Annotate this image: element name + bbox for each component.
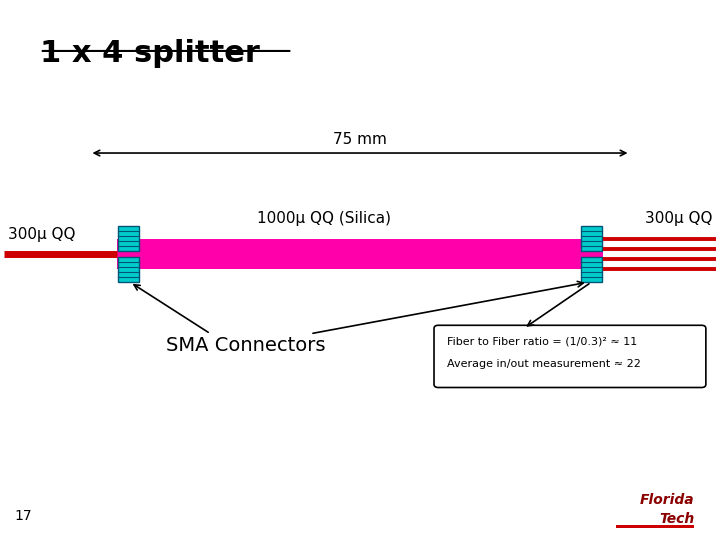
Bar (580, 256, 602, 282)
Text: Tech: Tech (660, 512, 695, 526)
Text: 300μ QQ: 300μ QQ (645, 211, 712, 226)
Bar (117, 239, 603, 269)
Bar (118, 226, 140, 252)
Text: 1000μ QQ (Silica): 1000μ QQ (Silica) (258, 211, 392, 226)
Text: 1 x 4 splitter: 1 x 4 splitter (40, 39, 260, 68)
Text: Average in/out measurement ≈ 22: Average in/out measurement ≈ 22 (447, 359, 641, 369)
Text: Fiber to Fiber ratio = (1/0.3)² ≈ 11: Fiber to Fiber ratio = (1/0.3)² ≈ 11 (447, 336, 637, 347)
Text: 17: 17 (15, 509, 32, 523)
Text: 300μ QQ: 300μ QQ (8, 227, 75, 242)
Bar (118, 256, 140, 282)
Text: SMA Connectors: SMA Connectors (166, 336, 326, 355)
Text: 75 mm: 75 mm (333, 132, 387, 147)
Text: Florida: Florida (640, 492, 695, 507)
FancyBboxPatch shape (434, 325, 706, 388)
Bar (616, 525, 695, 528)
Bar (580, 226, 602, 252)
